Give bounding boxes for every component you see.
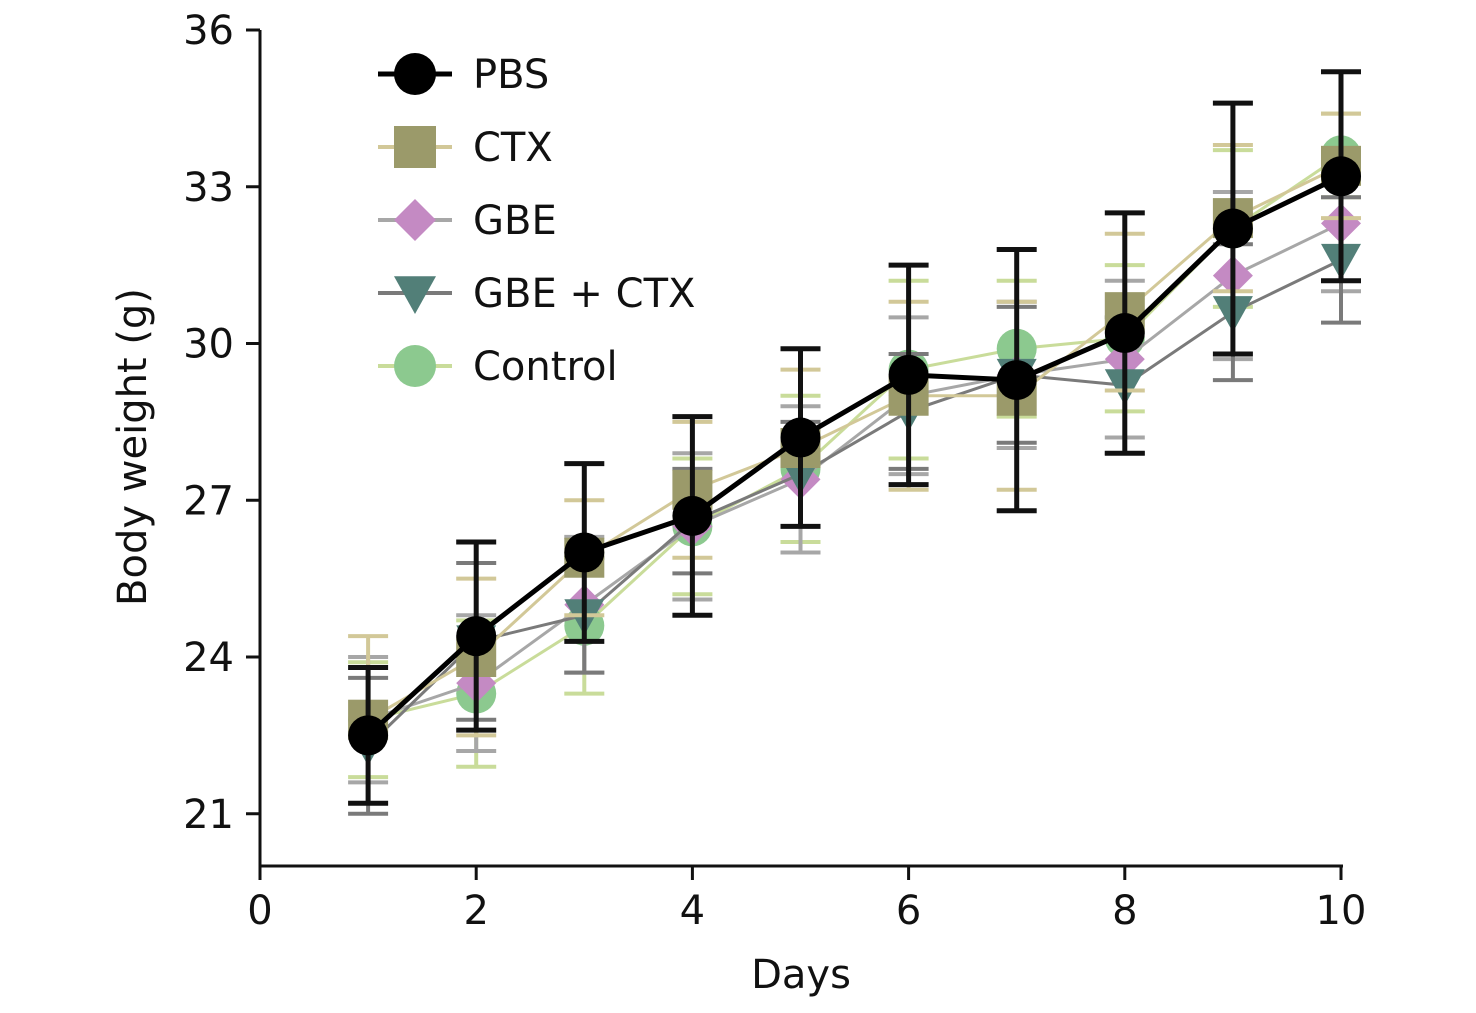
y-tick-label: 24: [183, 635, 234, 681]
x-tick-label: 6: [896, 888, 921, 934]
data-point-pbs: [780, 417, 821, 458]
x-tick-label: 2: [463, 888, 488, 934]
legend-item-ctx: CTX: [378, 125, 553, 171]
data-point-pbs: [564, 532, 605, 573]
data-point-pbs: [672, 495, 713, 536]
y-tick-label: 33: [183, 165, 234, 211]
legend-marker-control: [394, 345, 436, 387]
legend-label-ctx: CTX: [473, 125, 553, 171]
series-line-gbe: [367, 221, 1342, 722]
x-tick-label: 8: [1112, 888, 1137, 934]
legend-label-pbs: PBS: [473, 52, 549, 98]
y-tick-label: 36: [183, 8, 234, 54]
series-line-ctx: [367, 164, 1342, 721]
legend-item-pbs: PBS: [378, 52, 549, 98]
series-pbs: [348, 69, 1361, 806]
y-tick-label: 30: [183, 322, 234, 368]
x-tick-label: 0: [247, 888, 272, 934]
legend-item-gbe-ctx: GBE + CTX: [378, 271, 695, 317]
legend-label-gbe-ctx: GBE + CTX: [473, 271, 695, 317]
data-point-pbs: [1321, 156, 1361, 197]
series-line-gbe-ctx: [367, 258, 1342, 747]
legend-marker-gbe-ctx: [394, 276, 436, 314]
data-point-pbs: [348, 715, 389, 756]
series-line-pbs: [366, 174, 1343, 738]
legend-item-gbe: GBE: [378, 198, 557, 244]
axes: [258, 30, 1343, 868]
x-axis-title: Days: [751, 952, 851, 998]
y-tick-label: 21: [183, 792, 234, 838]
y-tick-label: 27: [183, 478, 234, 524]
series: [348, 69, 1361, 816]
data-point-pbs: [1212, 208, 1253, 249]
data-point-pbs: [1104, 313, 1145, 354]
legend: PBS CTX GBE GBE + CTX Control: [378, 52, 695, 390]
legend-label-control: Control: [473, 344, 618, 390]
legend-marker-ctx: [394, 126, 436, 168]
data-point-pbs: [888, 354, 929, 395]
data-point-pbs: [996, 360, 1037, 401]
legend-label-gbe: GBE: [473, 198, 557, 244]
legend-item-control: Control: [378, 344, 618, 390]
y-axis-title: Body weight (g): [110, 288, 156, 606]
legend-marker-pbs: [394, 53, 436, 95]
x-tick-label: 4: [680, 888, 705, 934]
data-point-pbs: [456, 616, 497, 657]
x-tick-label: 10: [1316, 888, 1367, 934]
legend-marker-gbe: [394, 199, 436, 241]
